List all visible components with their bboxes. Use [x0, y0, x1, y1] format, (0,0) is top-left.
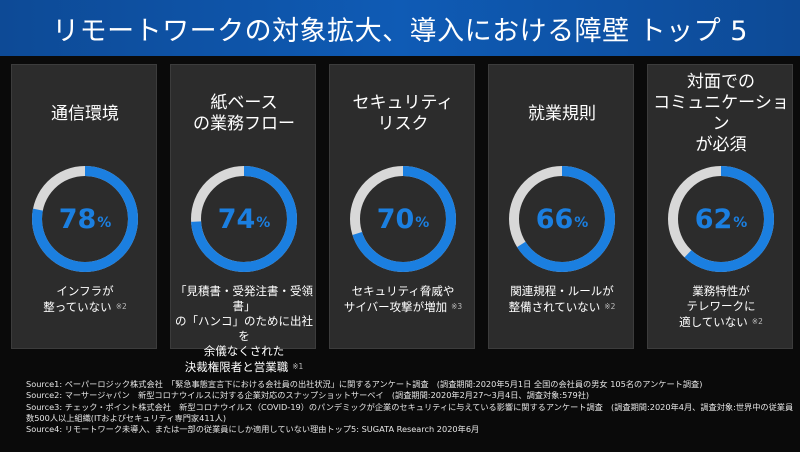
card-note-text: インフラが 整っていない	[43, 284, 114, 314]
barrier-card: 就業規則 66% 関連規程・ルールが 整備されていない ※2	[488, 64, 634, 349]
card-note: 「見積書・受発注書・受領書」 の「ハンコ」のために出社を 余儀なくされた 決裁権…	[175, 284, 313, 375]
percent-value: 66	[535, 203, 574, 235]
donut-value-arc	[509, 166, 615, 272]
card-note-text: セキュリティ脅威や サイバー攻撃が増加	[343, 284, 455, 314]
percent-label: 74%	[185, 160, 303, 278]
donut-value-arc	[32, 166, 138, 272]
barrier-card: 通信環境 78% インフラが 整っていない ※2	[11, 64, 157, 349]
percent-unit: %	[415, 214, 430, 231]
card-note-text: 業務特性が テレワークに 適していない	[679, 284, 756, 329]
source-line: Source4: リモートワーク未導入、または一部の従業員にしか適用していない理…	[26, 424, 480, 435]
percent-value: 70	[376, 203, 415, 235]
card-note: セキュリティ脅威や サイバー攻撃が増加 ※3	[334, 284, 472, 315]
card-note: 業務特性が テレワークに 適していない ※2	[652, 284, 790, 330]
donut-chart: 74%	[185, 160, 303, 278]
card-note-text: 関連規程・ルールが 整備されていない	[508, 284, 614, 314]
barrier-card: 対面での コミュニケーション が必須 62% 業務特性が テレワークに 適していない…	[647, 64, 793, 349]
barrier-card: セキュリティ リスク 70% セキュリティ脅威や サイバー攻撃が増加 ※3	[329, 64, 475, 349]
percent-unit: %	[97, 214, 112, 231]
source-line: Source3: チェック・ポイント株式会社 新型コロナウイルス（COVID-1…	[26, 401, 794, 412]
source-ref: ※1	[292, 362, 304, 371]
donut-value-arc	[350, 166, 456, 272]
percent-value: 74	[217, 203, 256, 235]
percent-label: 78%	[26, 160, 144, 278]
percent-unit: %	[574, 214, 589, 231]
percent-value: 78	[58, 203, 97, 235]
percent-label: 70%	[344, 160, 462, 278]
card-title: 通信環境	[51, 103, 119, 124]
percent-label: 62%	[662, 160, 780, 278]
source-ref: ※2	[751, 317, 763, 326]
donut-chart: 78%	[26, 160, 144, 278]
source-ref: ※3	[451, 302, 463, 311]
source-line: Source2: マーサージャパン 新型コロナウイルスに対する企業対応のスナップ…	[26, 390, 590, 401]
card-title: セキュリティ リスク	[352, 93, 454, 134]
donut-value-arc	[191, 166, 297, 272]
card-title: 対面での コミュニケーション が必須	[653, 72, 789, 155]
percent-value: 62	[694, 203, 733, 235]
donut-value-arc	[668, 166, 774, 272]
title-banner: リモートワークの対象拡大、導入における障壁 トップ 5	[0, 0, 800, 56]
source-line: 数500人以上組織(ITおよびセキュリティ専門家411人)	[26, 412, 227, 423]
percent-unit: %	[256, 214, 271, 231]
percent-label: 66%	[503, 160, 621, 278]
sources: Source1: ペーパーロジック株式会社 「緊急事態宣言下における会社員の出社…	[26, 379, 794, 435]
source-line: Source1: ペーパーロジック株式会社 「緊急事態宣言下における会社員の出社…	[26, 379, 703, 389]
page-title: リモートワークの対象拡大、導入における障壁 トップ 5	[52, 15, 748, 47]
card-note: インフラが 整っていない ※2	[16, 284, 154, 315]
percent-unit: %	[733, 214, 748, 231]
donut-chart: 66%	[503, 160, 621, 278]
donut-chart: 70%	[344, 160, 462, 278]
barrier-cards: 通信環境 78% インフラが 整っていない ※2 紙ベース の業務フロー 74% 「見積書・…	[11, 64, 793, 374]
donut-chart: 62%	[662, 160, 780, 278]
card-note: 関連規程・ルールが 整備されていない ※2	[493, 284, 631, 315]
source-ref: ※2	[115, 302, 127, 311]
card-title: 就業規則	[528, 103, 596, 124]
source-ref: ※2	[604, 302, 616, 311]
barrier-card: 紙ベース の業務フロー 74% 「見積書・受発注書・受領書」 の「ハンコ」のために出…	[170, 64, 316, 374]
card-title: 紙ベース の業務フロー	[193, 93, 295, 134]
card-note-text: 「見積書・受発注書・受領書」 の「ハンコ」のために出社を 余儀なくされた 決裁権…	[175, 284, 313, 374]
